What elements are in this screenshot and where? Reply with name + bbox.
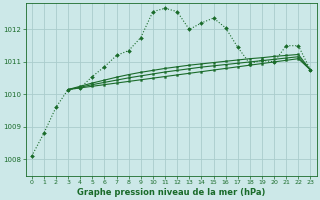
X-axis label: Graphe pression niveau de la mer (hPa): Graphe pression niveau de la mer (hPa) [77, 188, 265, 197]
